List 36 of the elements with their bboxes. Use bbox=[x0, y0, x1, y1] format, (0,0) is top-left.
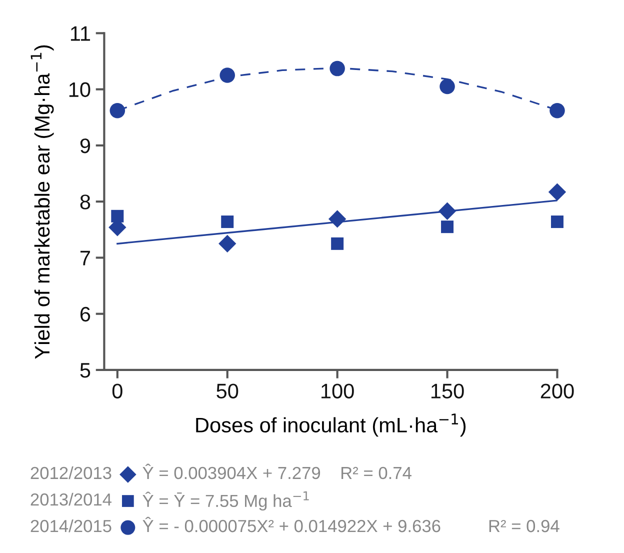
x-tick-label: 0 bbox=[112, 384, 122, 398]
x-tick-label: 100 bbox=[322, 384, 354, 398]
x-tick-label: 50 bbox=[216, 384, 238, 398]
text: R² = 0.74 bbox=[342, 466, 412, 480]
point bbox=[550, 103, 565, 118]
legend-label: 2012/2013 bbox=[30, 466, 112, 480]
y-tick-label: 11 bbox=[70, 26, 90, 41]
point bbox=[548, 183, 566, 201]
point bbox=[330, 60, 345, 76]
legend-label: 2013/2014 bbox=[30, 492, 112, 506]
y-tick-label: 8 bbox=[80, 194, 90, 210]
point bbox=[331, 237, 344, 250]
point bbox=[328, 210, 346, 228]
y-axis-title: Yield of marketable ear (Mg·ha$^{−1}$) bbox=[30, 45, 54, 359]
point bbox=[550, 216, 564, 228]
point bbox=[220, 68, 235, 83]
x-tick-label: 200 bbox=[540, 384, 574, 398]
text: Ŷ = - 0.000075X² + 0.014922X + 9.636 bbox=[142, 516, 440, 532]
x-tick-label: 150 bbox=[431, 384, 464, 398]
point bbox=[438, 202, 456, 220]
y-tick-label: 7 bbox=[80, 250, 90, 266]
point bbox=[440, 78, 455, 94]
y-tick-label: 10 bbox=[69, 82, 90, 98]
y-tick-label: 6 bbox=[80, 306, 90, 322]
text: Ŷ = Ȳ = 7.55 Mg ha$^{−1}$ bbox=[142, 491, 309, 510]
point bbox=[111, 210, 124, 222]
text: R² = 0.94 bbox=[489, 520, 560, 532]
y-tick-label: 5 bbox=[80, 363, 90, 378]
x-axis-title: Doses of inoculant (mL·ha$^{−1}$) bbox=[196, 414, 466, 437]
point bbox=[441, 220, 454, 234]
point bbox=[110, 103, 126, 118]
point bbox=[221, 216, 234, 228]
text: Ŷ = 0.003904X + 7.279 bbox=[142, 464, 320, 480]
y-tick-label: 9 bbox=[80, 138, 90, 154]
point bbox=[218, 234, 236, 253]
legend-label: 2014/2015 bbox=[30, 519, 112, 532]
